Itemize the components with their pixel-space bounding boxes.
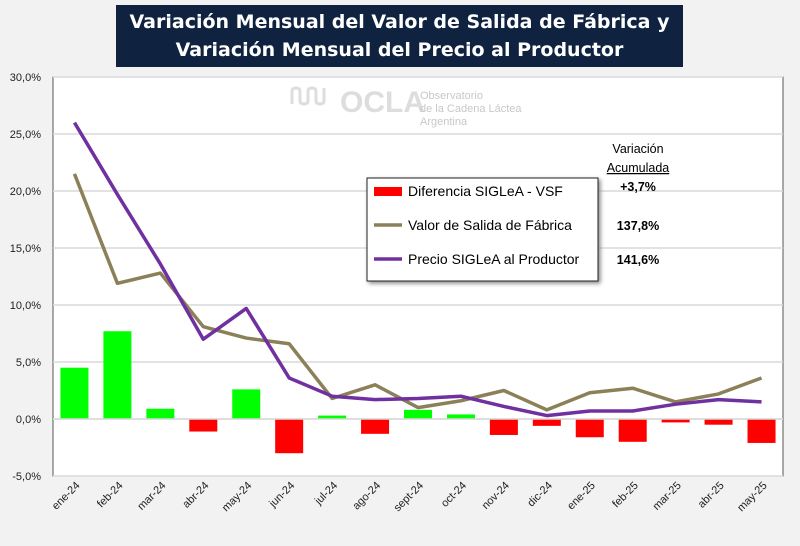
bar [404, 409, 432, 419]
bar [446, 414, 475, 419]
precio-line [72, 121, 762, 418]
x-tick-label: ene-25 [565, 480, 598, 513]
x-tick-label: mar-24 [135, 480, 168, 513]
bar [60, 367, 89, 419]
x-tick-label: dic-24 [525, 480, 555, 510]
bar [232, 389, 261, 419]
x-tick-label: ene-24 [50, 480, 83, 513]
watermark-text: Observatorio [420, 90, 483, 102]
accumulated-value: +3,7% [620, 180, 656, 194]
chart-title: Variación Mensual del Valor de Salida de… [116, 5, 683, 67]
bar [103, 331, 132, 419]
x-tick-label: abr-24 [180, 480, 211, 511]
vsf-line [72, 173, 763, 412]
legend-label: Valor de Salida de Fábrica [408, 217, 572, 233]
legend-label: Precio SIGLeA al Productor [408, 251, 580, 267]
y-tick-label: 15,0% [10, 243, 41, 255]
bar [275, 419, 304, 454]
bar [532, 419, 561, 426]
y-tick-label: 10,0% [10, 300, 41, 312]
watermark-text: Argentina [420, 116, 468, 128]
x-tick-label: may-25 [735, 480, 769, 514]
accumulated-header: Acumulada [607, 161, 670, 175]
y-tick-label: 30,0% [10, 72, 41, 84]
x-tick-label: sept-24 [392, 480, 426, 514]
legend-swatch-bar [374, 187, 402, 196]
watermark-text: de la Cadena Láctea [420, 103, 522, 115]
bar [618, 419, 647, 442]
x-tick-label: may-24 [220, 480, 254, 514]
x-tick-label: oct-24 [439, 480, 469, 510]
watermark-logo-icon [290, 86, 326, 106]
bar [361, 419, 390, 434]
accumulated-value: 137,8% [617, 219, 659, 233]
bar [189, 419, 218, 432]
watermark-logo: OCLA [340, 86, 425, 119]
x-tick-label: abr-25 [696, 480, 727, 511]
y-tick-label: 25,0% [10, 129, 41, 141]
x-tick-label: ago-24 [350, 480, 383, 513]
x-tick-label: feb-24 [95, 480, 126, 511]
bar [489, 419, 518, 435]
accumulated-header: Variación [612, 142, 663, 156]
x-tick-label: feb-25 [610, 480, 641, 511]
bar [318, 415, 347, 419]
accumulated-value: 141,6% [617, 253, 659, 267]
bar [747, 419, 776, 443]
x-tick-label: nov-24 [480, 480, 512, 512]
y-tick-label: -5,0% [12, 471, 41, 483]
legend-label: Diferencia SIGLeA - VSF [408, 183, 563, 199]
legend-box [366, 177, 599, 282]
bar [575, 419, 604, 438]
bar [704, 419, 733, 425]
x-tick-label: jun-24 [266, 480, 297, 511]
bar [146, 408, 175, 419]
bar [661, 419, 690, 423]
x-tick-label: mar-25 [651, 480, 684, 513]
y-tick-label: 5,0% [16, 357, 41, 369]
y-tick-label: 20,0% [10, 186, 41, 198]
y-tick-label: 0,0% [16, 414, 41, 426]
x-tick-label: jul-24 [312, 480, 340, 508]
